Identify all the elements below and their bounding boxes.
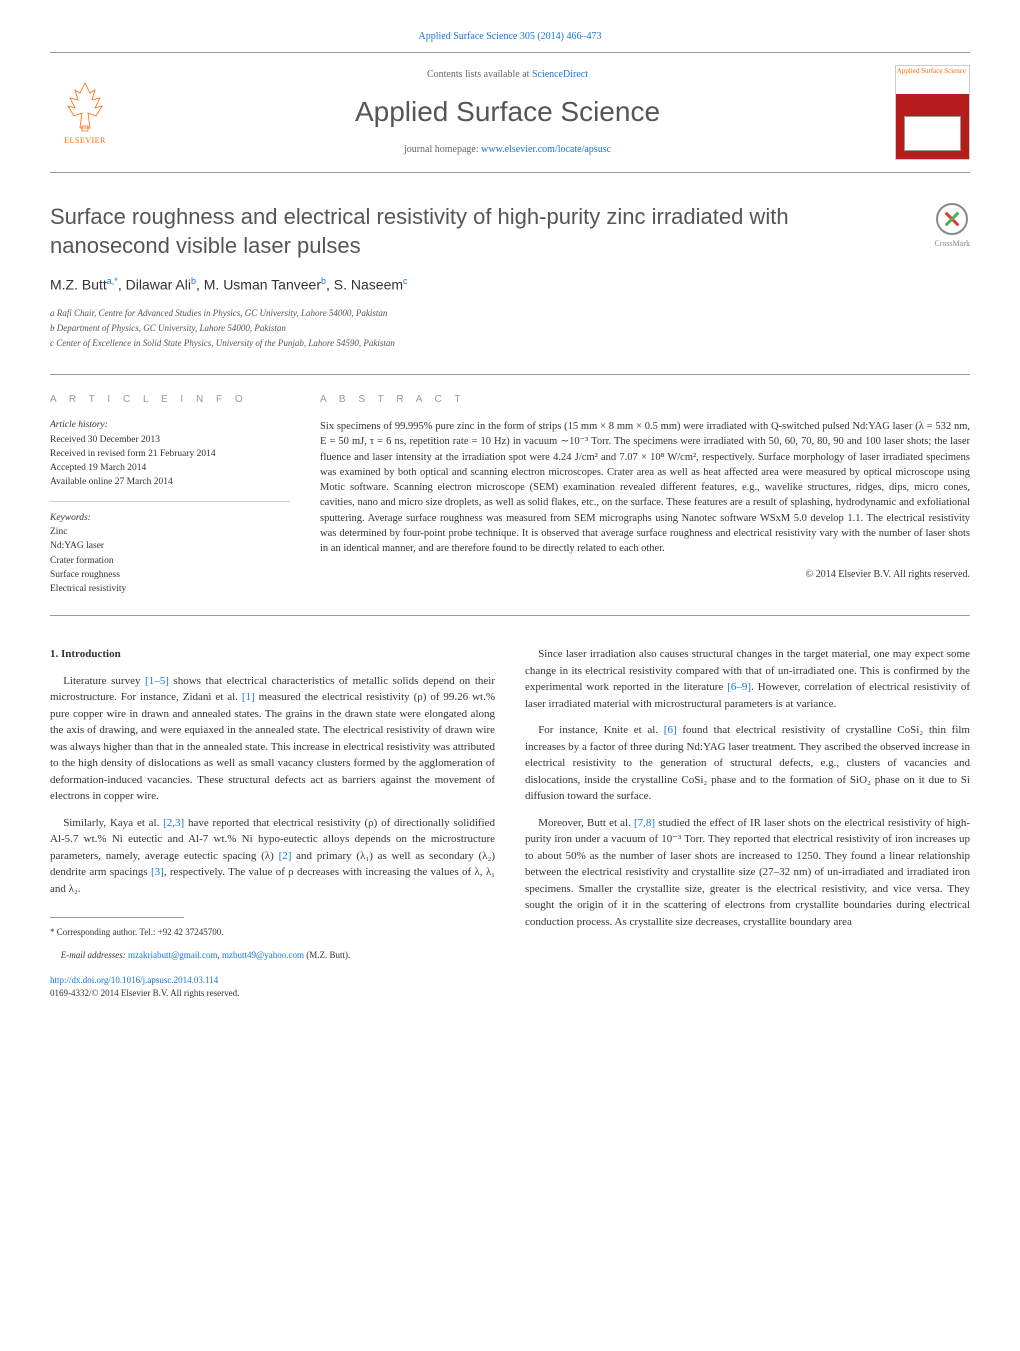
ref-link[interactable]: [6–9] [727,681,751,693]
journal-center: Contents lists available at ScienceDirec… [120,68,895,157]
header-citation: Applied Surface Science 305 (2014) 466–4… [50,30,970,44]
affiliation-line: b Department of Physics, GC University, … [50,322,970,335]
ref-link[interactable]: [2,3] [163,817,184,829]
affiliation-line: c Center of Excellence in Solid State Ph… [50,337,970,350]
left-column: 1. Introduction Literature survey [1–5] … [50,646,495,1000]
email-link-1[interactable]: mzakriabutt@gmail.com [128,950,218,960]
journal-header-box: ELSEVIER Contents lists available at Sci… [50,53,970,173]
ref-link[interactable]: [1] [242,691,255,703]
abstract-copyright: © 2014 Elsevier B.V. All rights reserved… [320,568,970,582]
abstract-label: A B S T R A C T [320,393,970,407]
journal-title: Applied Surface Science [120,92,895,131]
cover-label: Applied Surface Science [897,68,966,75]
ref-link[interactable]: [3] [151,866,164,878]
keywords-block: Keywords: ZincNd:YAG laser Crater formati… [50,512,290,597]
crossmark-badge[interactable]: CrossMark [934,203,970,249]
right-column: Since laser irradiation also causes stru… [525,646,970,1000]
crossmark-icon [936,203,968,235]
article-info-label: A R T I C L E I N F O [50,393,290,407]
email-label: E-mail addresses: [61,950,128,960]
history-line: Received in revised form 21 February 201… [50,448,290,461]
footnote-block: * Corresponding author. Tel.: +92 42 372… [50,926,495,961]
keyword-line: Nd:YAG laser [50,540,290,553]
ref-link[interactable]: [6] [664,724,677,736]
homepage-label: journal homepage: [404,144,481,155]
ref-link[interactable]: [2] [279,850,292,862]
footnote-rule [50,917,184,918]
elsevier-label: ELSEVIER [64,135,106,146]
journal-homepage: journal homepage: www.elsevier.com/locat… [120,143,895,157]
history-line: Available online 27 March 2014 [50,476,290,489]
elsevier-tree-icon [60,78,110,133]
body-columns: 1. Introduction Literature survey [1–5] … [50,646,970,1000]
journal-cover-thumbnail: Applied Surface Science [895,65,970,160]
abstract-column: A B S T R A C T Six specimens of 99.995%… [320,393,970,597]
history-block: Article history: Received 30 December 20… [50,419,290,501]
history-line: Accepted 19 March 2014 [50,462,290,475]
history-title: Article history: [50,419,290,432]
abstract-text: Six specimens of 99.995% pure zinc in th… [320,419,970,556]
corresponding-author: * Corresponding author. Tel.: +92 42 372… [50,926,495,939]
history-line: Received 30 December 2013 [50,434,290,447]
contents-line: Contents lists available at ScienceDirec… [120,68,895,82]
body-paragraph: Similarly, Kaya et al. [2,3] have report… [50,815,495,898]
citation-link[interactable]: Applied Surface Science 305 (2014) 466–4… [418,31,601,42]
article-info-column: A R T I C L E I N F O Article history: R… [50,393,290,597]
contents-label: Contents lists available at [427,69,532,80]
homepage-link[interactable]: www.elsevier.com/locate/apsusc [481,144,611,155]
article-title: Surface roughness and electrical resisti… [50,203,934,260]
cover-inner-icon [904,116,961,151]
info-abstract-row: A R T I C L E I N F O Article history: R… [50,374,970,616]
authors-line: M.Z. Butta,*, Dilawar Alib, M. Usman Tan… [50,275,970,295]
keyword-line: Zinc [50,526,290,539]
ref-link[interactable]: [1–5] [145,675,169,687]
affiliation-line: a Rafi Chair, Centre for Advanced Studie… [50,307,970,320]
article-header: Surface roughness and electrical resisti… [50,203,970,260]
keyword-line: Electrical resistivity [50,583,290,596]
ref-link[interactable]: [7,8] [634,817,655,829]
keywords-title: Keywords: [50,512,290,525]
intro-heading: 1. Introduction [50,646,495,663]
sciencedirect-link[interactable]: ScienceDirect [532,69,588,80]
email-suffix: (M.Z. Butt). [304,950,350,960]
email-line: E-mail addresses: mzakriabutt@gmail.com,… [50,949,495,962]
keyword-line: Surface roughness [50,569,290,582]
elsevier-logo: ELSEVIER [50,73,120,153]
issn-line: 0169-4332/© 2014 Elsevier B.V. All right… [50,988,239,998]
doi-block: http://dx.doi.org/10.1016/j.apsusc.2014.… [50,974,495,1001]
keyword-line: Crater formation [50,555,290,568]
body-paragraph: Moreover, Butt et al. [7,8] studied the … [525,815,970,931]
email-link-2[interactable]: mzbutt49@yahoo.com [222,950,304,960]
body-paragraph: For instance, Knite et al. [6] found tha… [525,722,970,805]
doi-link[interactable]: http://dx.doi.org/10.1016/j.apsusc.2014.… [50,975,218,985]
affiliations-block: a Rafi Chair, Centre for Advanced Studie… [50,307,970,349]
body-paragraph: Since laser irradiation also causes stru… [525,646,970,712]
crossmark-label: CrossMark [934,238,970,249]
body-paragraph: Literature survey [1–5] shows that elect… [50,673,495,805]
